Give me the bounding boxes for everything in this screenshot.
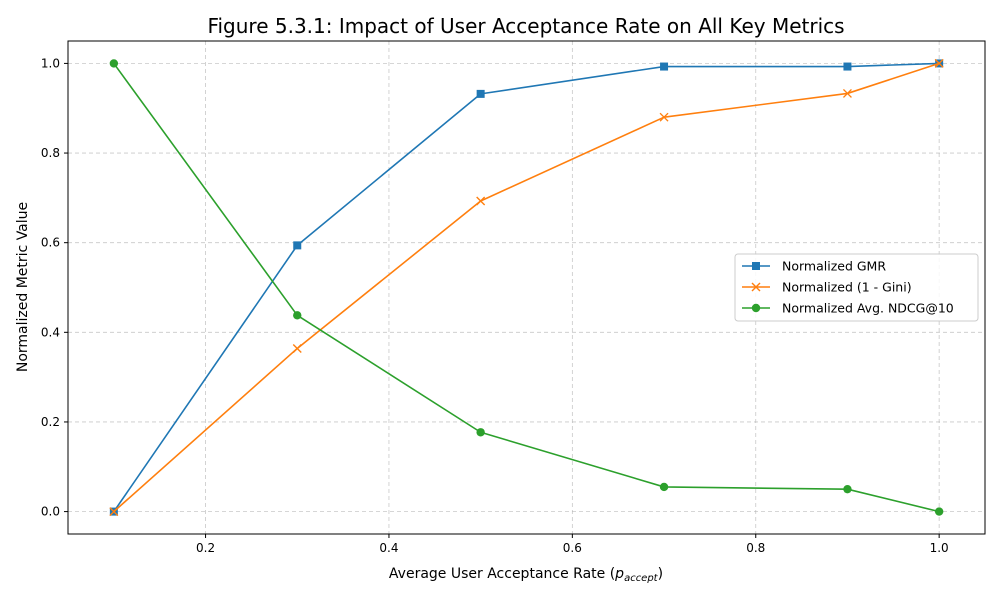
legend-swatch-marker xyxy=(752,262,760,270)
data-point xyxy=(843,62,852,71)
data-point xyxy=(659,482,669,492)
data-point xyxy=(659,112,669,122)
x-marker-stroke xyxy=(659,112,669,122)
x-axis-title-end: ) xyxy=(658,566,663,582)
data-point xyxy=(109,507,119,517)
x-axis-title-variable: p xyxy=(614,566,624,582)
data-point xyxy=(660,62,669,71)
x-marker-stroke xyxy=(292,343,302,353)
x-axis-title: Average User Acceptance Rate (paccept) xyxy=(389,566,663,584)
series-line xyxy=(113,62,940,513)
data-point xyxy=(934,58,944,68)
ticks-layer: 0.2 0.4 0.6 0.8 1.0 0.0 0.2 0.4 0.6 0.8 1.0 xyxy=(41,56,949,555)
y-tick-label: 0.0 xyxy=(41,505,60,519)
x-axis-title-main: Average User Acceptance Rate ( xyxy=(389,566,615,582)
data-point xyxy=(476,196,486,206)
legend-swatch-marker xyxy=(751,303,761,313)
x-tick-label: 1.0 xyxy=(930,541,949,555)
x-marker-stroke xyxy=(109,507,119,517)
y-tick-label: 0.2 xyxy=(41,415,60,429)
data-point xyxy=(293,311,302,320)
series-3 xyxy=(109,59,944,516)
x-tick-label: 0.4 xyxy=(379,541,398,555)
data-point xyxy=(109,59,119,68)
chart-title: Figure 5.3.1: Impact of User Acceptance … xyxy=(207,14,844,38)
legend-entry: Normalized GMR xyxy=(742,259,886,274)
series-line xyxy=(113,62,940,513)
data-point xyxy=(292,343,302,353)
legend-entry: Normalized Avg. NDCG@10 xyxy=(742,301,954,316)
legend-entry: Normalized (1 - Gini) xyxy=(742,280,912,295)
legend-label: Normalized Avg. NDCG@10 xyxy=(782,301,954,316)
data-point xyxy=(476,428,485,437)
legend-box xyxy=(734,253,979,322)
x-tick-label: 0.8 xyxy=(746,541,765,555)
series-line xyxy=(113,62,940,513)
legend: Normalized GMR Normalized (1 - Gini) Norma… xyxy=(734,253,979,322)
y-tick-label: 0.4 xyxy=(41,325,60,339)
x-marker-stroke xyxy=(751,282,761,292)
legend-label: Normalized GMR xyxy=(782,259,886,274)
legend-label: Normalized (1 - Gini) xyxy=(782,280,912,295)
x-marker-stroke xyxy=(934,58,944,68)
y-axis-title: Normalized Metric Value xyxy=(15,202,31,372)
data-point xyxy=(293,241,302,250)
series-layer xyxy=(109,58,944,517)
y-tick-label: 1.0 xyxy=(41,56,60,70)
data-point xyxy=(842,88,852,98)
x-tick-label: 0.2 xyxy=(196,541,215,555)
series-2 xyxy=(109,58,944,517)
plot-frame xyxy=(67,40,986,535)
data-point xyxy=(476,89,485,98)
x-tick-label: 0.6 xyxy=(563,541,582,555)
data-point xyxy=(843,484,852,494)
x-axis-title-subscript: accept xyxy=(624,573,659,584)
x-marker-stroke xyxy=(842,88,852,98)
data-point xyxy=(934,507,944,516)
legend-swatch-marker xyxy=(751,282,761,292)
y-tick-label: 0.8 xyxy=(41,146,60,160)
x-marker-stroke xyxy=(476,196,486,206)
y-tick-label: 0.6 xyxy=(41,236,60,250)
